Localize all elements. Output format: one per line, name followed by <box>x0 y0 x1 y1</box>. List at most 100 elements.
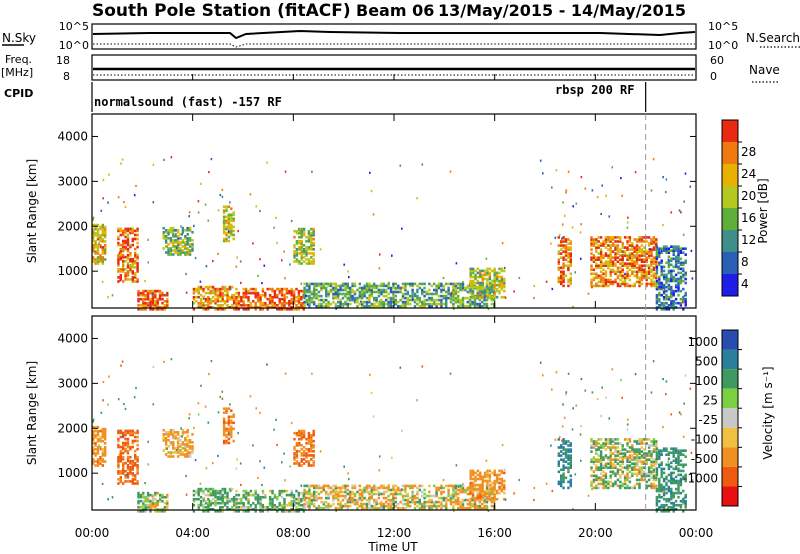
velocity-cell <box>433 502 436 506</box>
velocity-cell <box>387 494 390 498</box>
velocity-cell <box>442 496 445 500</box>
velocity-cell <box>317 496 321 500</box>
power-cell <box>437 284 441 288</box>
cpid-left-text: normalsound (fast) -157 RF <box>94 95 282 109</box>
power-cell <box>662 277 666 281</box>
power-cell <box>266 304 269 307</box>
power-cell <box>399 290 402 294</box>
velocity-cell <box>120 364 122 367</box>
power-cell <box>665 273 668 277</box>
nave-tick-bottom: 0 <box>710 70 717 83</box>
power-cell <box>305 288 309 292</box>
power-cell <box>151 308 155 311</box>
velocity-cell <box>339 504 342 508</box>
power-cell <box>650 248 653 251</box>
power-cell <box>225 227 228 231</box>
power-cell <box>373 286 376 290</box>
power-cell <box>119 243 122 247</box>
power-cell <box>254 306 257 309</box>
power-cell <box>602 240 605 243</box>
velocity-cell <box>461 490 465 494</box>
velocity-cell <box>104 452 107 455</box>
velocity-cell <box>503 471 506 475</box>
power-cell <box>380 302 383 306</box>
power-cell <box>655 293 659 297</box>
velocity-cell <box>373 488 376 492</box>
power-cell <box>645 256 648 259</box>
power-cell <box>466 286 469 290</box>
velocity-cell <box>211 493 215 497</box>
power-cell <box>92 256 95 259</box>
power-cell <box>126 271 128 274</box>
velocity-cell <box>211 508 215 511</box>
velocity-cell <box>483 496 486 500</box>
velocity-cell <box>483 493 487 497</box>
velocity-cell <box>631 486 634 490</box>
power-cell <box>660 283 663 287</box>
velocity-cell <box>249 395 252 398</box>
power-cell <box>595 250 598 253</box>
velocity-cell <box>674 491 678 495</box>
power-cell <box>619 272 622 276</box>
power-cell <box>474 275 477 279</box>
velocity-cell <box>101 439 104 443</box>
velocity-cell <box>616 446 620 449</box>
power-cell <box>186 237 189 240</box>
power-cell <box>652 272 656 276</box>
power-cell <box>131 239 134 243</box>
velocity-cell <box>500 483 504 487</box>
power-cell <box>638 268 641 272</box>
velocity-cell <box>674 451 678 454</box>
velocity-cell <box>626 474 629 478</box>
velocity-cell <box>595 440 598 443</box>
velocity-cell <box>137 506 140 509</box>
power-cell <box>151 291 155 295</box>
velocity-cell <box>149 506 152 509</box>
velocity-cell <box>356 490 359 494</box>
power-cell <box>471 302 474 306</box>
power-cell <box>412 298 414 301</box>
power-cell <box>292 299 296 303</box>
power-cell <box>169 226 173 230</box>
power-cell <box>131 229 134 233</box>
power-cell <box>413 292 417 296</box>
power-cell <box>129 231 132 235</box>
power-cell <box>149 291 152 295</box>
velocity-cell <box>179 435 182 438</box>
power-cell <box>300 227 303 231</box>
power-cell <box>219 306 222 309</box>
power-cell <box>392 292 395 296</box>
colorbar-tick-label: 12 <box>741 233 756 247</box>
power-cell <box>626 248 629 251</box>
power-cell <box>674 263 678 267</box>
velocity-cell <box>300 464 303 467</box>
velocity-cell <box>117 437 120 441</box>
power-cell <box>118 251 121 254</box>
velocity-cell <box>640 438 644 441</box>
power-cell <box>164 229 168 232</box>
velocity-cell <box>303 502 306 506</box>
power-cell <box>569 278 572 282</box>
power-cell <box>325 302 328 306</box>
velocity-cell <box>488 473 492 477</box>
power-cell <box>176 239 180 242</box>
power-cell <box>479 275 482 279</box>
velocity-cell <box>609 446 612 449</box>
power-cell <box>136 229 139 233</box>
power-cell <box>254 308 257 311</box>
power-cell <box>672 293 675 297</box>
power-cell <box>418 300 421 304</box>
velocity-cell <box>122 451 125 455</box>
velocity-cell <box>252 508 255 511</box>
velocity-cell <box>346 488 349 492</box>
power-cell <box>609 244 612 247</box>
power-cell <box>254 293 257 297</box>
power-cell <box>485 257 488 260</box>
power-cell <box>677 283 680 287</box>
velocity-cell <box>476 493 480 497</box>
power-cell <box>249 291 253 295</box>
velocity-cell <box>278 508 281 511</box>
power-cell <box>452 286 455 290</box>
velocity-cell <box>433 504 436 508</box>
power-cell <box>290 219 293 223</box>
